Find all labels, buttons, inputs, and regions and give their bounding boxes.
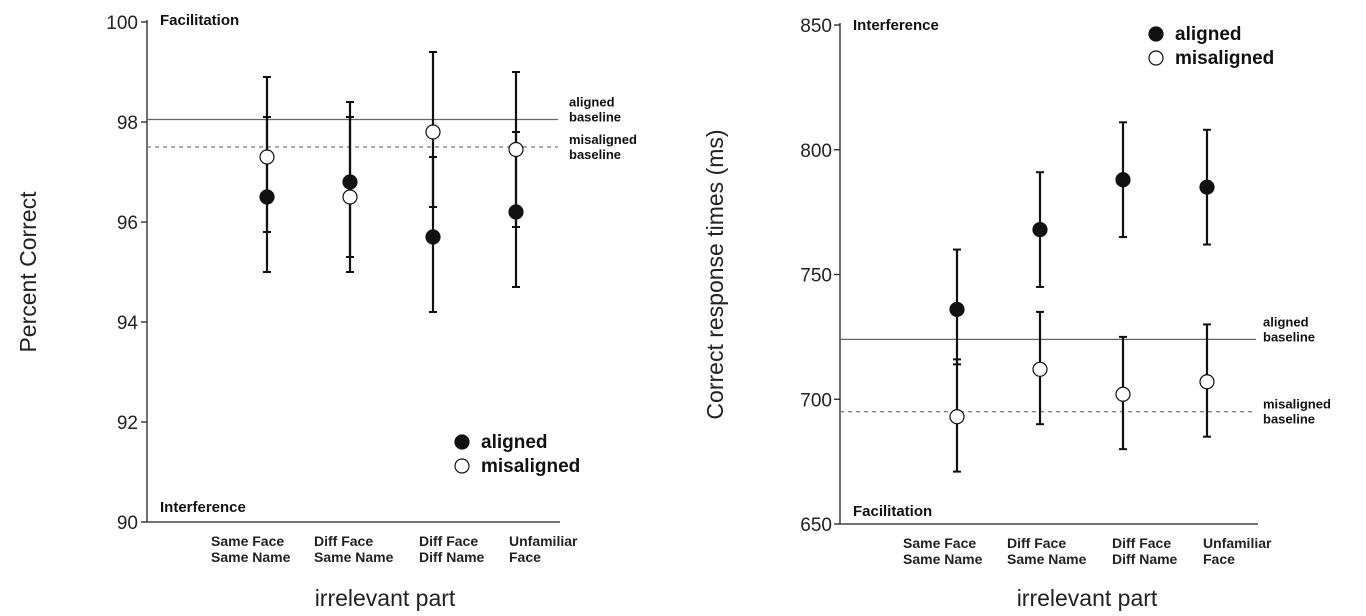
y-axis-title: Percent Correct <box>15 191 41 353</box>
category-label: Diff Face Diff Name <box>419 533 485 565</box>
category-label-line: Diff Name <box>419 549 485 565</box>
misaligned-point <box>949 409 965 425</box>
y-tick-label: 96 <box>117 213 138 234</box>
legend-marker-misaligned <box>454 458 470 474</box>
misaligned-point <box>1199 374 1215 390</box>
misaligned-point <box>1115 386 1131 402</box>
y-tick-label: 800 <box>800 141 832 162</box>
category-label: Same Face Same Name <box>211 533 291 565</box>
y-tick-label: 92 <box>117 413 138 434</box>
category-label: Diff Face Same Name <box>1007 535 1087 567</box>
y-tick-label: 700 <box>800 390 832 411</box>
category-label: Unfamiliar Face <box>1203 535 1272 567</box>
misaligned-point <box>259 149 275 165</box>
category-label-line: Diff Face <box>419 533 478 549</box>
y-tick-label: 98 <box>117 113 138 134</box>
aligned-baseline-label-line: baseline <box>1263 329 1315 344</box>
legend: aligned misaligned <box>1148 24 1274 69</box>
corner-annotation-bottom: Interference <box>160 499 246 516</box>
category-label: Diff Face Same Name <box>314 533 394 565</box>
y-tick-label: 750 <box>800 266 832 287</box>
misaligned-baseline-label-line: baseline <box>569 147 621 162</box>
category-label-line: Same Face <box>211 533 284 549</box>
misaligned-point <box>425 124 441 140</box>
legend-label-aligned: aligned <box>481 432 548 453</box>
category-label-line: Diff Face <box>1007 535 1066 551</box>
y-tick-label: 94 <box>117 313 139 334</box>
category-label-line: Same Name <box>211 549 291 565</box>
aligned-point <box>1115 172 1131 188</box>
category-label-line: Diff Face <box>1112 535 1171 551</box>
category-label-line: Same Face <box>903 535 976 551</box>
misaligned-point <box>342 189 358 205</box>
aligned-point <box>1199 179 1215 195</box>
misaligned-baseline-label: misaligned baseline <box>569 132 637 162</box>
x-axis-title: irrelevant part <box>315 585 456 611</box>
category-label: Diff Face Diff Name <box>1112 535 1178 567</box>
y-tick-label: 650 <box>800 515 832 536</box>
aligned-baseline-label: aligned baseline <box>1263 314 1315 344</box>
chart-2: 650 700 750 800 850 Correct response times (m… <box>702 16 1331 611</box>
misaligned-point <box>508 141 524 158</box>
category-label-line: Diff Face <box>314 533 373 549</box>
category-label: Same Face Same Name <box>903 535 983 567</box>
category-label-line: Face <box>1203 551 1235 567</box>
category-label-line: Same Name <box>903 551 983 567</box>
chart-1: 90 92 94 96 98 100 Percent Correct irrelevant p… <box>15 12 637 611</box>
x-axis-title: irrelevant part <box>1017 585 1158 611</box>
aligned-point <box>508 204 524 220</box>
legend-label-misaligned: misaligned <box>1175 48 1274 69</box>
legend-marker-misaligned <box>1148 50 1164 66</box>
aligned-baseline-label-line: aligned <box>569 95 615 110</box>
y-tick-label: 850 <box>800 16 832 37</box>
category-label-line: Unfamiliar <box>1203 535 1272 551</box>
category-label-line: Same Name <box>1007 551 1087 567</box>
aligned-point <box>259 189 275 205</box>
misaligned-baseline-label-line: misaligned <box>1263 397 1331 412</box>
legend-marker-aligned <box>454 434 470 450</box>
category-label-line: Diff Name <box>1112 551 1178 567</box>
category-label-line: Unfamiliar <box>509 533 578 549</box>
y-axis-title: Correct response times (ms) <box>702 129 728 419</box>
y-tick-label: 100 <box>106 13 138 34</box>
misaligned-baseline-label: misaligned baseline <box>1263 397 1331 427</box>
y-tick-label: 90 <box>117 513 138 534</box>
misaligned-point <box>1032 361 1048 377</box>
misaligned-baseline-label-line: baseline <box>1263 412 1315 427</box>
aligned-baseline-label-line: baseline <box>569 110 621 125</box>
aligned-baseline-label: aligned baseline <box>569 95 621 125</box>
legend-label-misaligned: misaligned <box>481 456 580 477</box>
legend-label-aligned: aligned <box>1175 24 1242 45</box>
aligned-point <box>1032 221 1048 238</box>
aligned-baseline-label-line: aligned <box>1263 314 1309 329</box>
legend-marker-aligned <box>1148 26 1164 42</box>
corner-annotation-bottom: Facilitation <box>853 503 932 520</box>
corner-annotation-top: Interference <box>853 17 939 34</box>
aligned-point <box>342 174 358 190</box>
category-label-line: Same Name <box>314 549 394 565</box>
aligned-point <box>949 301 965 318</box>
legend: aligned misaligned <box>454 432 580 477</box>
corner-annotation-top: Facilitation <box>160 12 239 29</box>
aligned-point <box>425 229 441 245</box>
category-label-line: Face <box>509 549 541 565</box>
misaligned-baseline-label-line: misaligned <box>569 132 637 147</box>
category-label: Unfamiliar Face <box>509 533 578 565</box>
